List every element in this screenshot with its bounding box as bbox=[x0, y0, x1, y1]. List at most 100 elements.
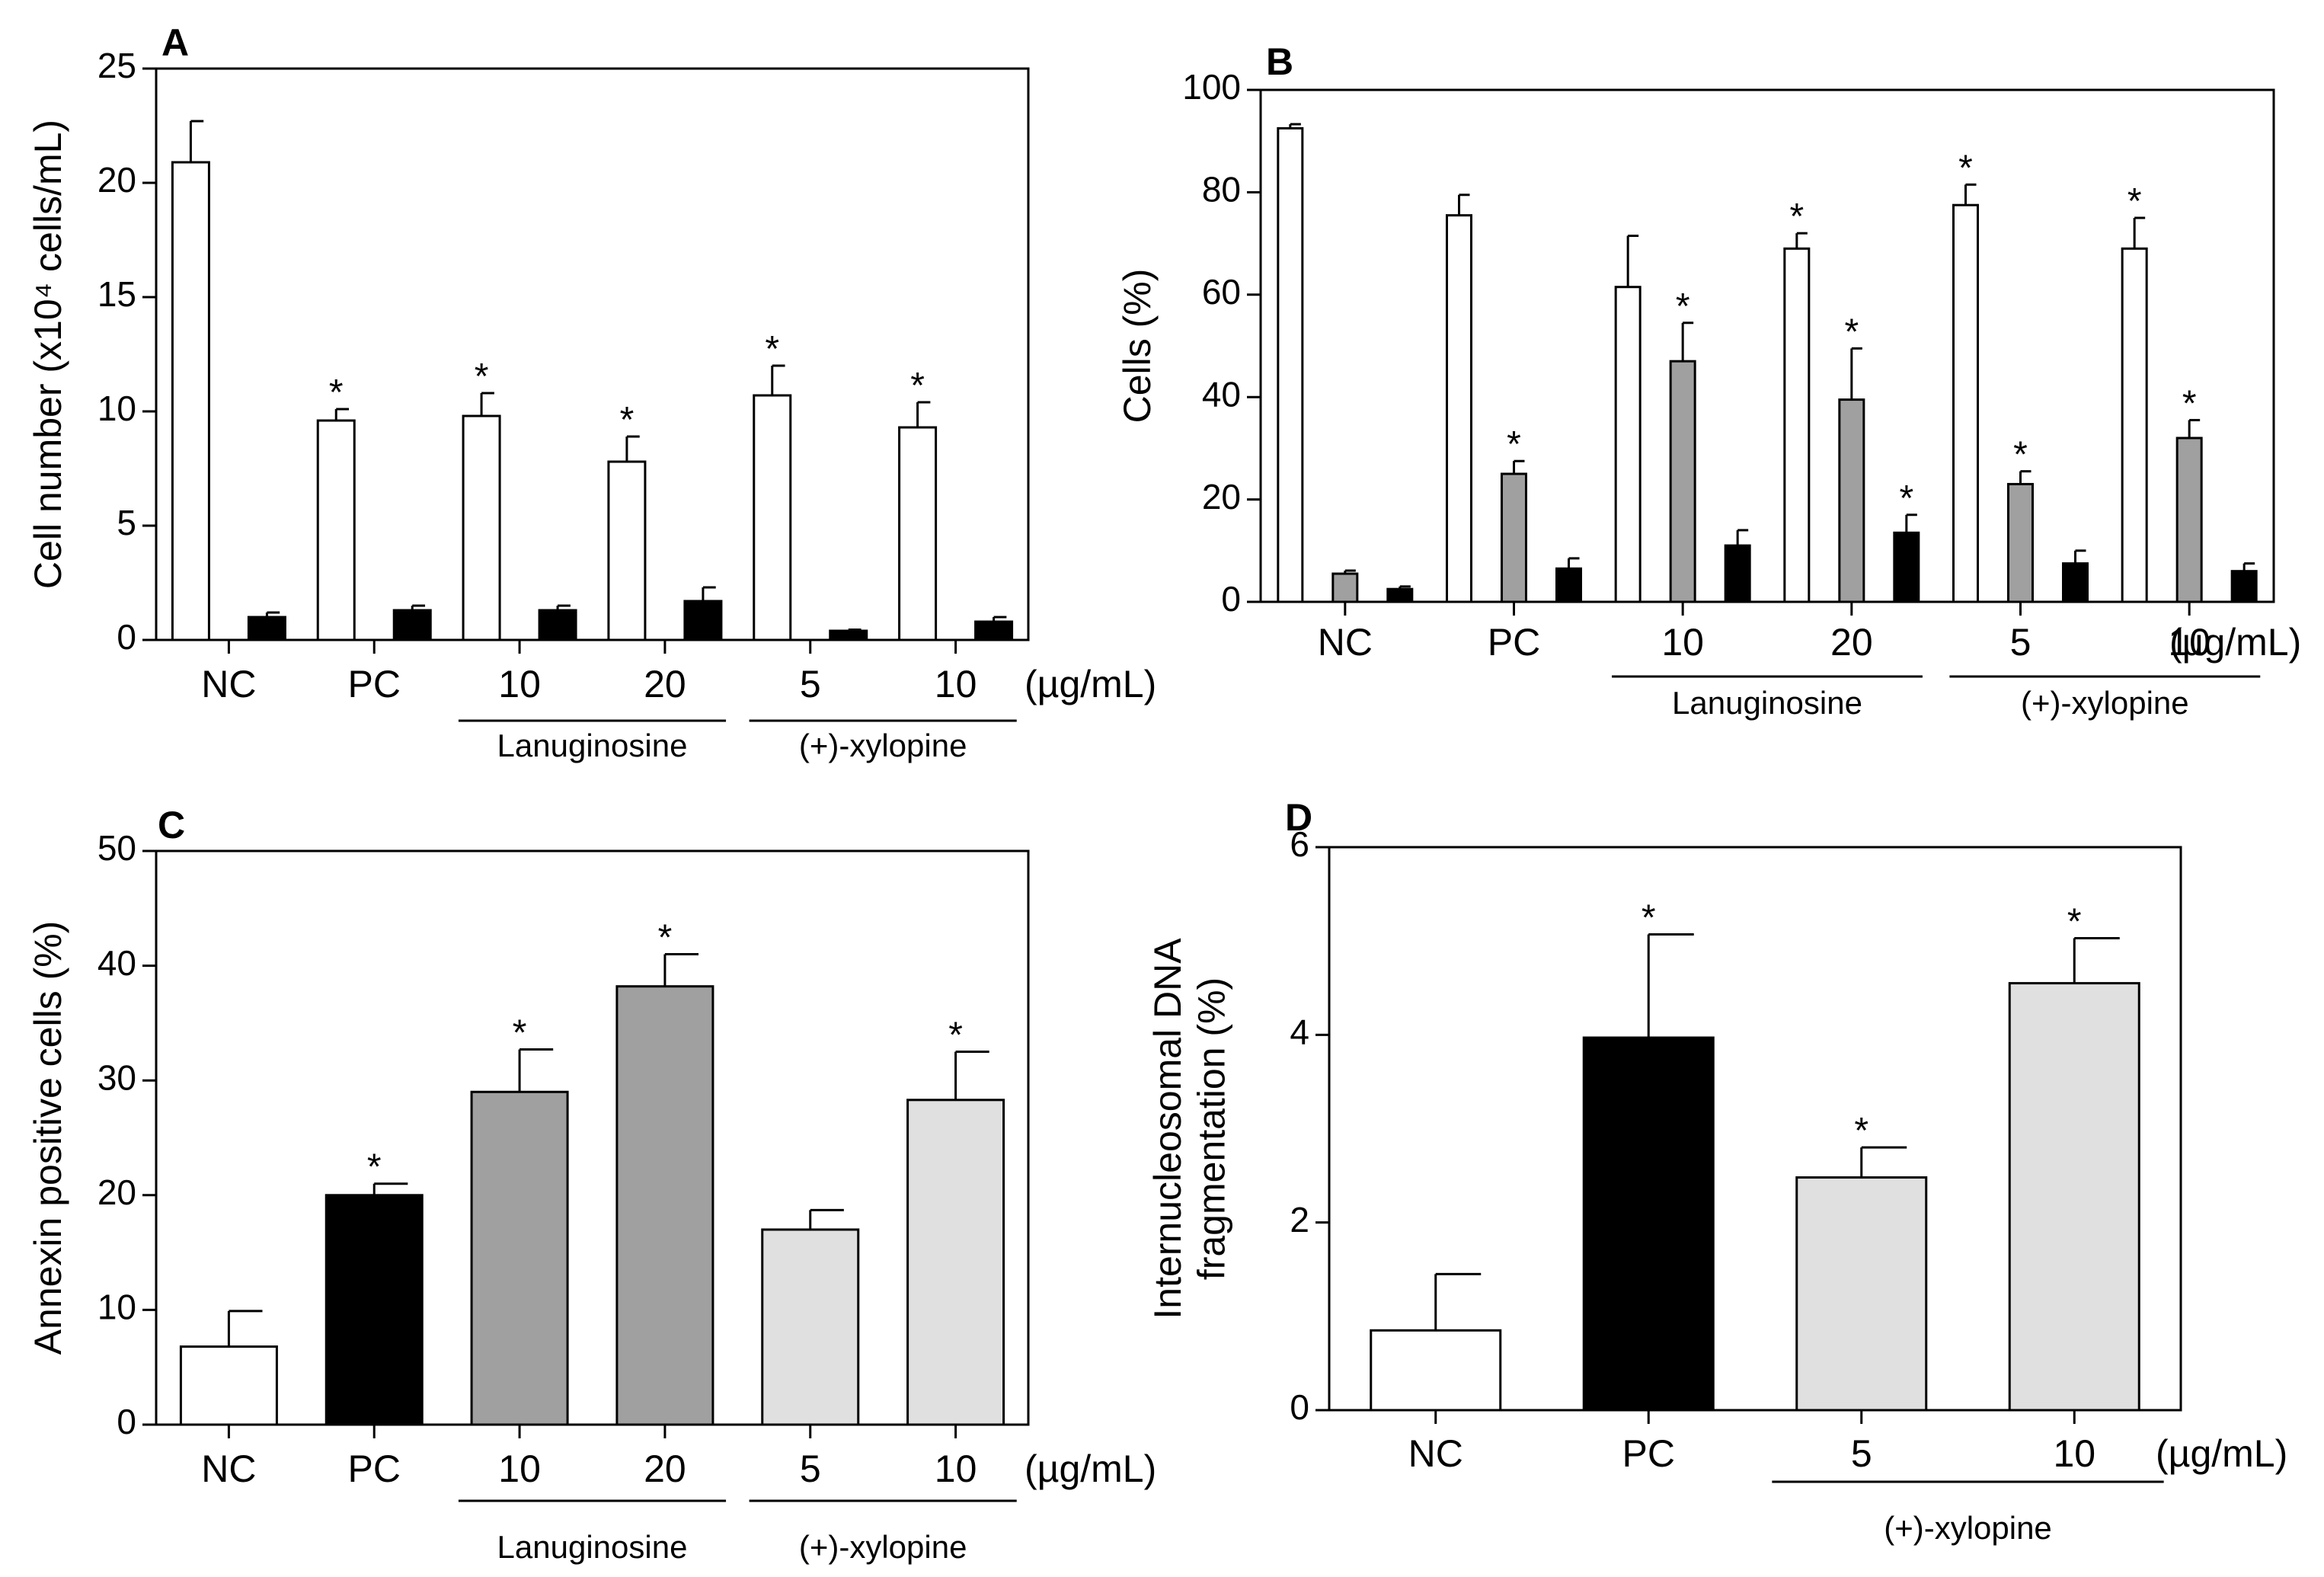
significance-star: * bbox=[367, 1147, 382, 1188]
significance-star: * bbox=[1899, 478, 1913, 519]
bar bbox=[1277, 126, 1304, 603]
x-category-label: 10 bbox=[935, 1447, 977, 1490]
bar bbox=[462, 414, 501, 641]
panel-letter-C: C bbox=[158, 804, 185, 846]
x-category-label: 10 bbox=[935, 663, 977, 705]
bar bbox=[1370, 1329, 1502, 1412]
bar bbox=[829, 629, 868, 641]
bar bbox=[1838, 398, 1865, 603]
y-tick-label: 25 bbox=[97, 46, 136, 85]
x-category-label: PC bbox=[1622, 1432, 1675, 1475]
x-category-label: 5 bbox=[800, 1447, 821, 1490]
x-category-label: 10 bbox=[2053, 1432, 2095, 1475]
x-category-label: PC bbox=[348, 1447, 401, 1490]
y-tick-label: 0 bbox=[1290, 1387, 1309, 1427]
panel-letter-D: D bbox=[1285, 796, 1312, 839]
significance-star: * bbox=[765, 329, 779, 369]
x-category-label: NC bbox=[1318, 621, 1373, 664]
y-axis-label: Internucleosomal DNAfragmentation (%) bbox=[1146, 938, 1233, 1319]
bar bbox=[1331, 572, 1359, 603]
plot-frame bbox=[1259, 88, 2275, 603]
group-label: Lanuginosine bbox=[497, 728, 688, 763]
unit-label: (µg/mL) bbox=[2169, 621, 2301, 664]
significance-star: * bbox=[1854, 1111, 1868, 1151]
bar bbox=[2121, 247, 2148, 603]
bar bbox=[2008, 982, 2140, 1412]
significance-star: * bbox=[1642, 898, 1656, 939]
y-tick-label: 20 bbox=[1202, 477, 1241, 517]
y-tick-label: 40 bbox=[97, 943, 136, 983]
bar bbox=[761, 1228, 860, 1426]
bar bbox=[1446, 214, 1472, 603]
y-tick-label: 20 bbox=[97, 160, 136, 200]
bar bbox=[1952, 203, 1979, 603]
group-label: Lanuginosine bbox=[497, 1529, 688, 1565]
plot-frame bbox=[1328, 846, 2182, 1412]
x-category-label: NC bbox=[1408, 1432, 1463, 1475]
plot-frame bbox=[155, 67, 1030, 641]
bar bbox=[1555, 567, 1582, 603]
bar bbox=[1893, 531, 1920, 603]
significance-star: * bbox=[2182, 383, 2197, 424]
x-category-label: 20 bbox=[1830, 621, 1873, 664]
bar bbox=[324, 1194, 424, 1426]
panel-D: D 0 2 4 6 NC PC 5 10 (µg/mL) (+)-xylopine Internucl… bbox=[1146, 796, 2287, 1546]
x-category-label: NC bbox=[201, 663, 256, 705]
y-tick-label: 40 bbox=[1202, 374, 1241, 414]
bar bbox=[179, 1345, 278, 1426]
y-tick-label: 30 bbox=[97, 1057, 136, 1097]
bar bbox=[2175, 437, 2203, 603]
group-label: (+)-xylopine bbox=[799, 728, 967, 763]
y-tick-label: 0 bbox=[1221, 579, 1241, 619]
bar bbox=[1582, 1036, 1715, 1412]
y-axis-label: Cell number (x10⁴ cells/mL) bbox=[27, 120, 69, 589]
significance-star: * bbox=[2067, 901, 2082, 942]
significance-star: * bbox=[948, 1016, 963, 1056]
group-label: (+)-xylopine bbox=[1884, 1510, 2052, 1546]
significance-star: * bbox=[620, 400, 635, 440]
significance-star: * bbox=[1676, 286, 1690, 327]
y-tick-label: 10 bbox=[97, 389, 136, 428]
y-tick-label: 0 bbox=[117, 1402, 136, 1441]
bar bbox=[1386, 587, 1414, 603]
bar bbox=[1501, 472, 1527, 603]
y-tick-label: 50 bbox=[97, 828, 136, 868]
group-label: Lanuginosine bbox=[1672, 685, 1862, 721]
x-category-label: 5 bbox=[800, 663, 821, 705]
y-tick-label: 4 bbox=[1290, 1012, 1309, 1051]
bar bbox=[753, 394, 792, 641]
bar bbox=[683, 600, 723, 641]
unit-label: (µg/mL) bbox=[1025, 1447, 1156, 1490]
significance-star: * bbox=[1844, 312, 1859, 352]
y-tick-label: 20 bbox=[97, 1172, 136, 1212]
y-axis-label: Cells (%) bbox=[1116, 269, 1159, 424]
x-category-label: 10 bbox=[498, 663, 541, 705]
significance-star: * bbox=[2013, 435, 2028, 475]
bar bbox=[2230, 570, 2258, 603]
bar bbox=[392, 609, 432, 641]
bar bbox=[247, 616, 286, 641]
significance-star: * bbox=[475, 357, 489, 397]
bar bbox=[171, 161, 210, 641]
bar bbox=[2062, 562, 2089, 603]
x-category-label: 5 bbox=[1851, 1432, 1872, 1475]
y-tick-label: 6 bbox=[1290, 824, 1309, 864]
y-tick-label: 2 bbox=[1290, 1200, 1309, 1240]
x-category-label: 20 bbox=[644, 663, 686, 705]
bar bbox=[538, 609, 577, 641]
bar bbox=[607, 460, 647, 641]
significance-star: * bbox=[1507, 424, 1521, 465]
significance-star: * bbox=[1789, 197, 1804, 237]
y-tick-label: 100 bbox=[1182, 67, 1241, 107]
bar bbox=[470, 1090, 569, 1426]
unit-label: (µg/mL) bbox=[2156, 1432, 2287, 1475]
panel-letter-A: A bbox=[161, 21, 189, 64]
x-category-label: 10 bbox=[2168, 621, 2211, 664]
x-category-label: 10 bbox=[498, 1447, 541, 1490]
group-label: (+)-xylopine bbox=[799, 1529, 967, 1565]
bar bbox=[906, 1099, 1005, 1426]
bar bbox=[1669, 360, 1696, 603]
x-category-label: PC bbox=[1488, 621, 1540, 664]
x-category-label: 20 bbox=[644, 1447, 686, 1490]
